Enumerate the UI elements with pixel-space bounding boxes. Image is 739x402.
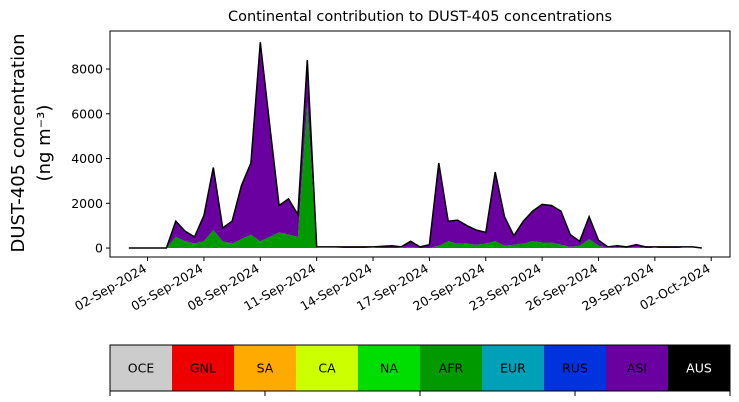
y-tick-label: 0: [95, 241, 103, 256]
legend-swatch-asi: [606, 345, 669, 391]
legend-swatch-sa: [234, 345, 297, 391]
legend-label-asi: ASI: [627, 361, 647, 376]
legend-label-gnl: GNL: [190, 361, 216, 376]
y-tick-label: 6000: [71, 106, 103, 121]
legend-colorbar: OCE GNL SA CA NA AFR EUR RUS ASI AUS: [109, 344, 731, 396]
legend-label-sa: SA: [257, 361, 274, 376]
legend-swatch-rus: [544, 345, 607, 391]
legend-label-eur: EUR: [500, 361, 526, 376]
y-tick-label: 4000: [71, 151, 103, 166]
legend-swatch-aus: [668, 345, 731, 391]
y-tick-label: 2000: [71, 196, 103, 211]
plot-area: 0200040006000800002-Sep-202405-Sep-20240…: [71, 30, 731, 314]
legend-swatch-ca: [296, 345, 359, 391]
legend-swatch-na: [358, 345, 421, 391]
legend-label-rus: RUS: [562, 361, 588, 376]
legend-swatch-oce: [110, 345, 173, 391]
legend-label-na: NA: [380, 361, 398, 376]
chart-title: Continental contribution to DUST-405 con…: [228, 9, 612, 25]
legend-label-oce: OCE: [128, 361, 155, 376]
total-concentration-line: [128, 42, 702, 249]
y-tick-label: 8000: [71, 62, 103, 77]
legend-swatch-gnl: [172, 345, 235, 391]
legend-label-afr: AFR: [439, 361, 464, 376]
y-axis-label-line1: DUST-405 concentration: [8, 33, 29, 252]
area-asi: [128, 42, 702, 249]
legend-swatch-eur: [482, 345, 545, 391]
plot-frame: [109, 30, 731, 258]
y-axis-label-line2: (ng m⁻³): [34, 105, 55, 182]
legend-label-aus: AUS: [686, 361, 712, 376]
legend-label-ca: CA: [318, 361, 336, 376]
legend-swatch-afr: [420, 345, 483, 391]
